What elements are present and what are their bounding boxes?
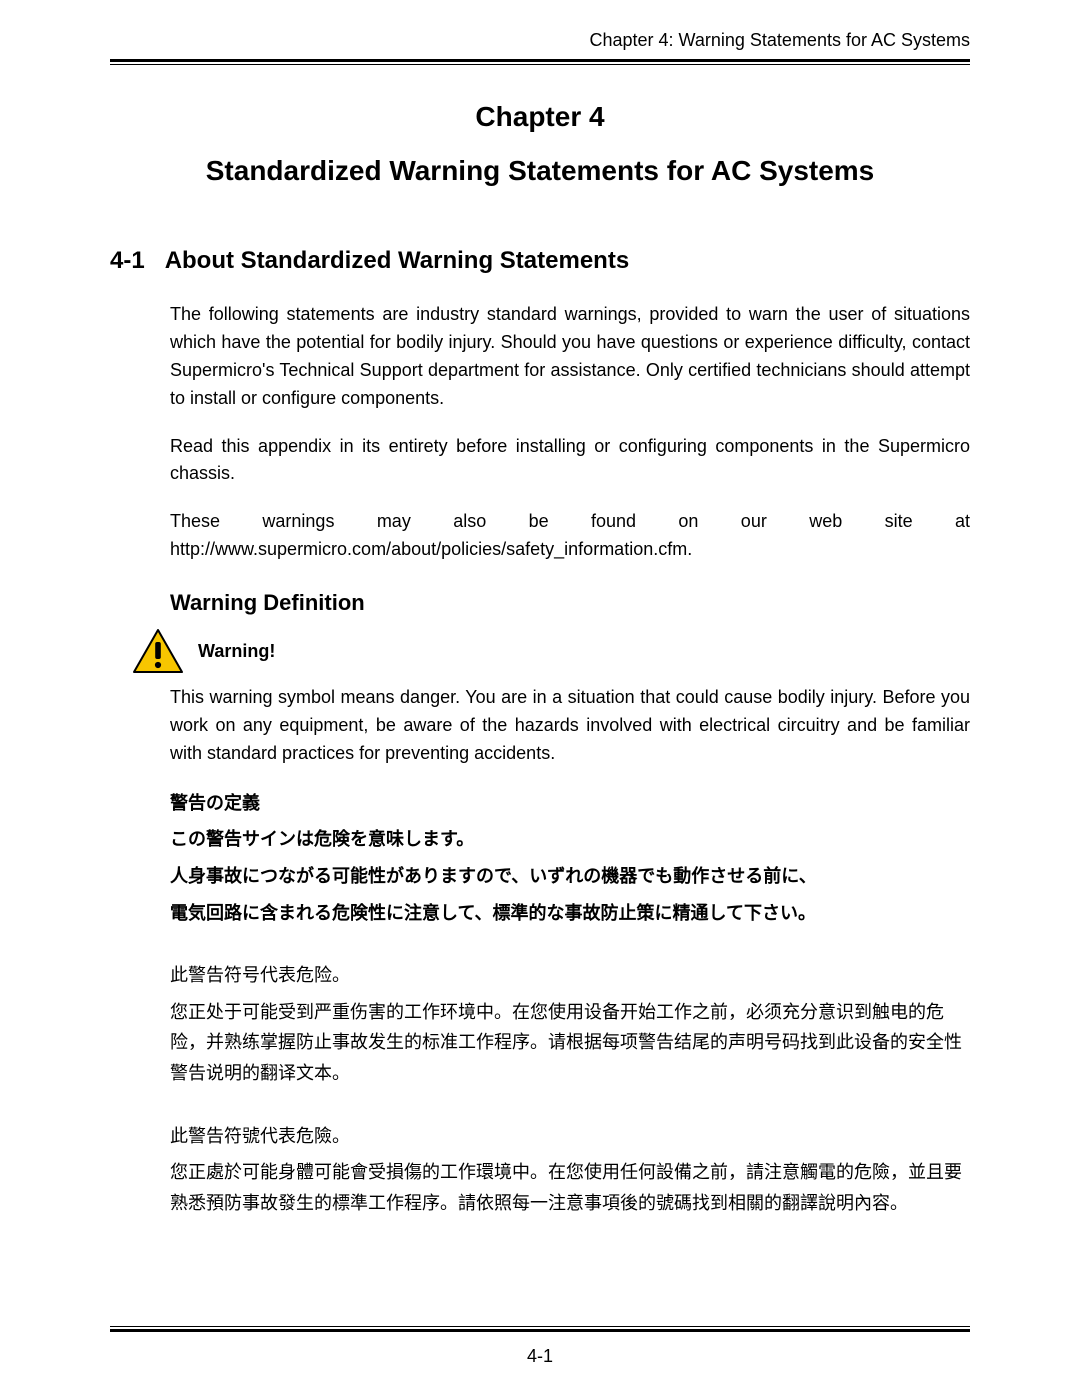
warning-english-text: This warning symbol means danger. You ar… (170, 684, 970, 768)
section-number: 4-1 (110, 247, 145, 275)
warning-zh-cn-line-1: 此警告符号代表危险。 (170, 960, 970, 991)
warning-triangle-icon (132, 628, 184, 674)
warning-jp-line-2: この警告サインは危険を意味します。 (170, 824, 970, 855)
chapter-label: Chapter 4 (110, 101, 970, 133)
warning-row: Warning! (132, 628, 970, 674)
page-footer: 4-1 (110, 1296, 970, 1367)
warning-label: Warning! (198, 641, 275, 662)
footer-rule-thick (110, 1329, 970, 1332)
warning-definition-heading: Warning Definition (170, 590, 970, 616)
warning-zh-tw-line-2: 您正處於可能身體可能會受損傷的工作環境中。在您使用任何設備之前，請注意觸電的危險… (170, 1157, 970, 1218)
footer-rule-thin (110, 1326, 970, 1327)
page-number: 4-1 (110, 1346, 970, 1367)
section-title: About Standardized Warning Statements (165, 247, 629, 274)
spacer (110, 1095, 970, 1121)
warning-jp-line-1: 警告の定義 (170, 788, 970, 819)
page: Chapter 4: Warning Statements for AC Sys… (0, 0, 1080, 1397)
intro-paragraph-2: Read this appendix in its entirety befor… (170, 433, 970, 489)
warning-jp-line-4: 電気回路に含まれる危険性に注意して、標準的な事故防止策に精通して下さい。 (170, 898, 970, 929)
running-head: Chapter 4: Warning Statements for AC Sys… (110, 30, 970, 57)
chapter-title: Standardized Warning Statements for AC S… (110, 155, 970, 187)
header-rule-thick (110, 59, 970, 62)
warning-jp-line-3: 人身事故につながる可能性がありますので、いずれの機器でも動作させる前に、 (170, 861, 970, 892)
header-rule-thin (110, 64, 970, 65)
spacer (110, 934, 970, 960)
warning-zh-tw-line-1: 此警告符號代表危險。 (170, 1121, 970, 1152)
warning-zh-cn-line-2: 您正处于可能受到严重伤害的工作环境中。在您使用设备开始工作之前，必须充分意识到触… (170, 997, 970, 1089)
section-heading: 4-1 About Standardized Warning Statements (110, 247, 970, 275)
intro-paragraph-3: These warnings may also be found on our … (170, 508, 970, 564)
intro-paragraph-1: The following statements are industry st… (170, 301, 970, 413)
